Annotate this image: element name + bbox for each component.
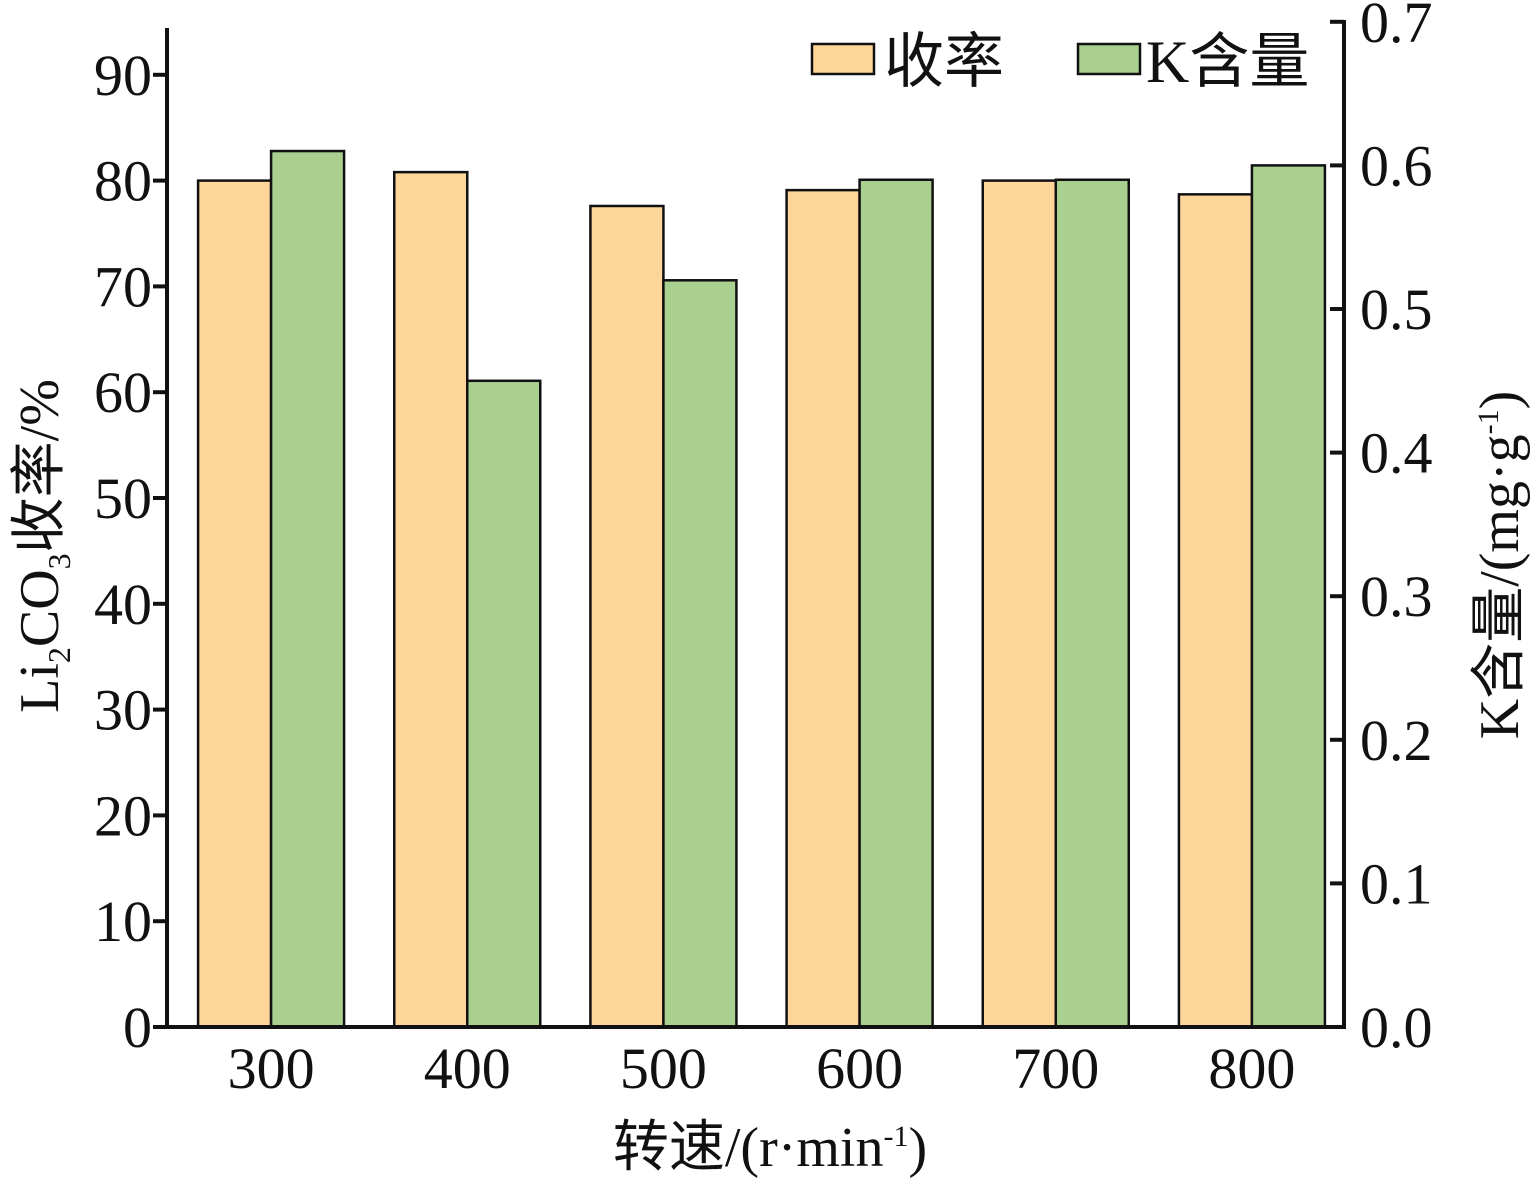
bar-k-content-400 (467, 381, 540, 1027)
right-tick-label-0.6: 0.6 (1360, 133, 1433, 198)
x-tick-label-700: 700 (1012, 1036, 1099, 1101)
left-tick-label-70: 70 (94, 254, 152, 319)
bar-yield-300 (198, 181, 271, 1027)
x-tick-label-500: 500 (620, 1036, 707, 1101)
right-tick-label-0.4: 0.4 (1360, 421, 1433, 486)
bar-yield-800 (1179, 194, 1252, 1027)
bar-yield-400 (394, 172, 467, 1027)
right-tick-label-0.5: 0.5 (1360, 277, 1433, 342)
right-tick-label-0.7: 0.7 (1360, 0, 1433, 55)
bar-yield-600 (787, 190, 860, 1027)
left-y-axis-title: Li2CO3收率/% (9, 379, 77, 713)
left-tick-label-30: 30 (94, 678, 152, 743)
bar-k-content-700 (1056, 180, 1129, 1027)
left-tick-label-90: 90 (94, 43, 152, 108)
legend-label-k: K含量 (1146, 29, 1309, 95)
left-tick-label-40: 40 (94, 572, 152, 637)
legend: 收率 K含量 (812, 29, 1309, 95)
bar-k-content-600 (860, 180, 933, 1027)
x-tick-label-800: 800 (1208, 1036, 1295, 1101)
bar-k-content-300 (271, 151, 344, 1027)
x-tick-label-300: 300 (228, 1036, 315, 1101)
left-tick-label-20: 20 (94, 783, 152, 848)
legend-swatch-k (1078, 44, 1140, 74)
left-tick-label-80: 80 (94, 149, 152, 214)
bars-layer (198, 151, 1325, 1027)
x-tick-label-400: 400 (424, 1036, 511, 1101)
x-tick-labels: 300 400 500 600 700 800 (228, 1036, 1296, 1101)
left-tick-label-60: 60 (94, 360, 152, 425)
right-tick-label-0.0: 0.0 (1360, 995, 1433, 1060)
legend-label-yield: 收率 (884, 29, 1004, 95)
right-tick-label-0.1: 0.1 (1360, 851, 1433, 916)
left-y-ticks: 0 10 20 30 40 50 60 70 80 90 (94, 43, 167, 1060)
right-tick-label-0.3: 0.3 (1360, 564, 1433, 629)
legend-swatch-yield (812, 44, 874, 74)
bar-k-content-800 (1252, 165, 1325, 1027)
x-axis-title: 转速/(r·min-1) (613, 1117, 927, 1179)
bar-yield-700 (983, 181, 1056, 1027)
left-tick-label-10: 10 (94, 889, 152, 954)
left-tick-label-0: 0 (123, 995, 152, 1060)
bar-k-content-500 (663, 280, 736, 1027)
right-y-axis-title: K含量/(mg·g-1) (1469, 391, 1531, 740)
right-tick-label-0.2: 0.2 (1360, 708, 1433, 773)
left-tick-label-50: 50 (94, 466, 152, 531)
x-tick-label-600: 600 (816, 1036, 903, 1101)
bar-yield-500 (590, 206, 663, 1027)
